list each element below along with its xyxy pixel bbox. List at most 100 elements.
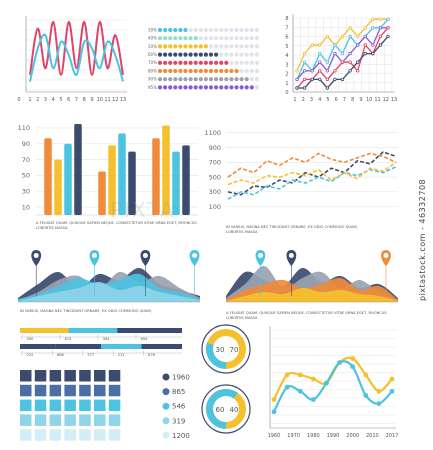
square-cell — [20, 384, 32, 397]
x-tick-label: 1980 — [307, 433, 320, 439]
dot — [173, 52, 178, 57]
series-point — [355, 69, 360, 73]
y-tick-label: 300 — [209, 188, 221, 196]
progress-label: 212 — [118, 353, 125, 357]
series-line — [273, 360, 393, 413]
dot — [234, 77, 239, 82]
series-point — [348, 26, 352, 30]
dot — [229, 68, 234, 74]
dot — [193, 27, 198, 33]
x-tick-label: 3 — [310, 97, 313, 103]
dot — [224, 52, 229, 57]
dot — [183, 68, 188, 74]
y-tick-label: 4 — [285, 53, 288, 59]
dot — [214, 77, 219, 82]
dot — [198, 85, 203, 90]
square-cell — [34, 384, 47, 397]
y-tick-label: 700 — [209, 159, 221, 167]
dot — [208, 77, 214, 82]
x-tick-label: 6 — [67, 97, 70, 103]
dot — [183, 52, 188, 57]
dot — [249, 68, 254, 74]
dot — [178, 52, 183, 57]
series-point — [310, 69, 314, 73]
dot — [157, 77, 163, 82]
square-cell — [108, 414, 121, 426]
x-tick-label: 8 — [351, 97, 354, 103]
dot-percentage-chart: 30% 40% 50% 60% 70% 80% 90% 95% — [148, 27, 259, 90]
bar — [44, 138, 52, 215]
dot — [178, 85, 183, 90]
x-tick-label: 1 — [28, 97, 31, 103]
series-point — [363, 393, 369, 398]
dot — [188, 77, 193, 82]
dot — [178, 27, 183, 33]
x-tick-label: 2 — [302, 97, 305, 103]
dot — [244, 44, 249, 49]
series-point — [371, 51, 375, 56]
dot — [244, 77, 249, 82]
legend-dot — [162, 431, 170, 439]
dot — [163, 60, 168, 65]
series-point — [284, 384, 290, 390]
dot — [208, 68, 214, 74]
dot — [224, 77, 229, 82]
percent-label: 30% — [148, 27, 157, 32]
dot — [188, 44, 193, 49]
series-point — [378, 43, 383, 47]
legend-dot — [162, 373, 170, 381]
dot — [239, 60, 244, 65]
dot — [168, 44, 173, 49]
series-point — [355, 34, 360, 39]
dot — [229, 44, 234, 49]
dot — [168, 60, 173, 65]
dot — [208, 44, 214, 49]
dot — [163, 68, 168, 74]
series-point — [333, 51, 337, 56]
dot — [229, 77, 234, 82]
square-cell — [49, 429, 62, 441]
series-point — [271, 409, 277, 415]
square-cell — [79, 370, 91, 382]
x-tick-label: 3 — [44, 97, 47, 103]
dot — [224, 27, 229, 33]
dot — [254, 68, 259, 74]
progress-label: 654 — [141, 337, 149, 341]
dot — [219, 77, 224, 82]
series-point — [310, 77, 314, 82]
percent-label: 95% — [148, 85, 157, 90]
series-point — [355, 43, 360, 47]
series-point — [389, 376, 395, 382]
dot — [188, 60, 193, 65]
x-tick-label: 10 — [97, 97, 103, 103]
dot — [198, 44, 203, 49]
dot — [198, 36, 203, 41]
y-tick-label: 7 — [285, 25, 288, 31]
dot — [219, 27, 224, 33]
square-cell — [64, 384, 76, 397]
dot — [214, 68, 219, 74]
dot — [178, 44, 183, 49]
y-tick-label: 8 — [285, 16, 288, 22]
square-cell — [64, 414, 76, 426]
x-tick-label: 11 — [104, 97, 110, 103]
center-watermark: PIXTA — [110, 198, 176, 222]
y-tick-label: 900 — [209, 144, 221, 152]
x-tick-label: 10 — [366, 97, 372, 103]
dot — [219, 60, 224, 65]
y-tick-label: 0 — [17, 97, 20, 103]
series-point — [371, 17, 375, 21]
series-point — [348, 51, 352, 56]
bar — [64, 143, 72, 215]
dot — [163, 36, 168, 41]
dot — [173, 27, 178, 33]
dot — [229, 60, 234, 65]
dot — [239, 36, 244, 41]
series-point — [363, 34, 367, 39]
dot — [229, 36, 234, 41]
dot — [254, 27, 259, 33]
wave-line-chart: 1 2 3 4 5 6 7 8 9 10 11 12 130 — [17, 16, 127, 103]
series-point — [355, 60, 360, 64]
x-tick-label: 2 — [36, 97, 39, 103]
